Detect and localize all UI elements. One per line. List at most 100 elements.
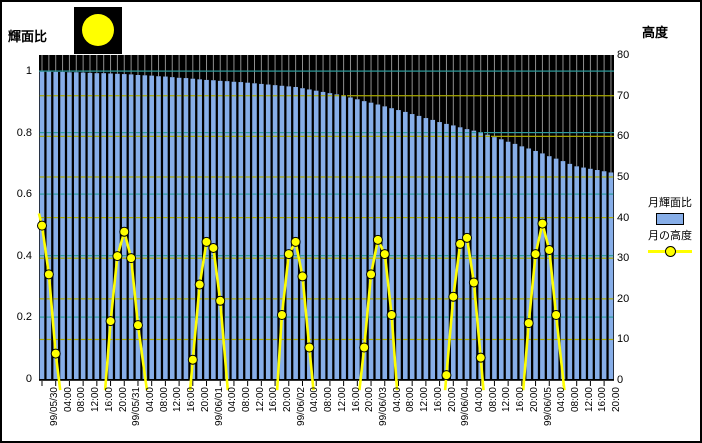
altitude-gridline-dash [46,298,52,300]
altitude-point [276,310,287,320]
fraction-gridline-dash [142,193,148,195]
fraction-gridline-dash [60,132,65,134]
altitude-gridline-dash [183,135,189,137]
altitude-gridline-dash [505,298,511,300]
altitude-gridline-dash [197,338,202,341]
altitude-gridline-dash [121,95,127,97]
altitude-gridline-dash [471,217,477,219]
fraction-gridline-dash [505,193,511,195]
altitude-gridline-dash [197,176,202,178]
altitude-gridline-dash [163,217,168,219]
altitude-gridline-dash [53,257,59,259]
fraction-gridline-dash [526,193,532,195]
altitude-gridline-dash [101,338,106,341]
x-axis-tick-label: 99/06/02 [295,387,307,426]
fraction-gridline-dash [594,316,600,318]
altitude-point [448,291,459,302]
altitude-gridline-dash [204,298,209,300]
altitude-point [372,234,383,245]
x-tick [137,381,139,386]
altitude-gridline-dash [115,217,120,219]
fraction-gridline-dash [149,316,154,318]
altitude-point [187,354,198,365]
x-axis-tick-label: 20:00 [199,387,211,413]
bar [135,74,141,379]
altitude-gridline-dash [190,176,196,178]
altitude-gridline-dash [505,338,511,341]
altitude-gridline-dash [286,338,292,341]
fraction-gridline-dash [348,132,353,134]
altitude-gridline-dash [67,257,72,259]
altitude-gridline-dash [39,338,45,341]
x-axis-tick-label: 20:00 [611,387,623,413]
x-axis-tick-label: 20:00 [528,387,540,413]
altitude-point [290,236,301,247]
altitude-gridline-dash [87,217,93,219]
altitude-gridline-dash [293,257,298,259]
altitude-gridline-dash [142,298,148,300]
altitude-gridline-dash [403,176,408,178]
altitude-gridline-dash [87,298,93,300]
fraction-gridline-dash [204,255,209,257]
altitude-gridline-dash [67,217,72,219]
altitude-gridline-dash [80,298,86,300]
x-tick [164,381,166,386]
altitude-gridline-dash [423,298,429,300]
altitude-gridline-dash [560,217,566,219]
bar [540,153,545,379]
altitude-gridline-dash [437,176,442,178]
fraction-gridline-dash [581,255,586,257]
fraction-gridline-dash [217,316,223,318]
fraction-gridline-dash [231,316,237,318]
altitude-gridline-dash [176,95,182,97]
altitude-gridline-dash [348,217,353,219]
altitude-gridline-dash [444,217,449,219]
altitude-gridline-dash [526,338,532,341]
altitude-gridline-dash [238,176,244,178]
fraction-gridline-dash [272,132,278,134]
x-tick [151,381,153,386]
altitude-gridline-dash [39,95,45,97]
altitude-gridline-dash [94,176,100,178]
altitude-gridline-dash [608,338,614,341]
x-tick [507,381,509,386]
altitude-gridline-dash [368,176,374,178]
altitude-gridline-dash [60,176,65,178]
fraction-gridline-dash [101,193,106,195]
fraction-gridline-dash [252,255,257,257]
altitude-gridline-dash [39,257,45,259]
altitude-gridline-dash [320,176,326,178]
altitude-gridline-dash [457,135,463,137]
fraction-gridline-dash [60,255,65,257]
bar [464,129,470,379]
fraction-gridline-dash [121,193,127,195]
altitude-gridline-dash [300,217,305,219]
altitude-gridline-dash [485,338,490,341]
altitude-gridline-dash [53,217,59,219]
altitude-gridline-dash [46,217,52,219]
fraction-gridline-dash [128,316,134,318]
fraction-gridline-dash [382,316,388,318]
fraction-gridline-dash [320,316,326,318]
x-tick [356,381,358,386]
fraction-gridline-dash [94,193,100,195]
altitude-gridline-dash [300,95,305,97]
altitude-gridline-dash [396,135,401,137]
altitude-gridline-dash [444,257,449,259]
altitude-gridline-dash [375,257,381,259]
fraction-gridline-dash [375,132,381,134]
altitude-gridline-dash [217,95,223,97]
fraction-gridline-dash [396,132,401,134]
bar [574,166,579,379]
altitude-gridline-dash [361,257,367,259]
altitude-gridline-dash [498,176,504,178]
altitude-gridline-dash [231,298,237,300]
left-axis-tick-label: 0.6 [16,188,32,200]
fraction-gridline-dash [334,316,340,318]
altitude-gridline-dash [608,217,614,219]
bar [293,86,298,380]
altitude-gridline-dash [204,217,209,219]
altitude-gridline-dash [245,217,250,219]
altitude-gridline-dash [409,257,415,259]
altitude-gridline-dash [73,217,79,219]
